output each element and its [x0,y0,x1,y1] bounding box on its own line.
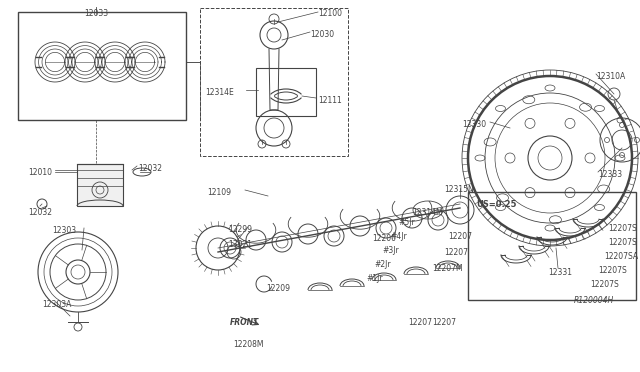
Text: 12207S: 12207S [598,266,627,275]
Text: #4Jr: #4Jr [390,232,407,241]
Text: 12207M: 12207M [432,264,463,273]
Text: 12200: 12200 [372,234,396,243]
Text: 12303A: 12303A [42,300,72,309]
Text: 12207S: 12207S [590,280,619,289]
Text: US=0.25: US=0.25 [476,200,516,209]
Text: 12207S: 12207S [608,224,637,233]
Text: 12100: 12100 [318,9,342,18]
Text: 12207: 12207 [408,318,432,327]
Text: #2Jr: #2Jr [374,260,390,269]
Text: 12030: 12030 [310,30,334,39]
Text: 12314M: 12314M [412,208,443,217]
Text: R120004H: R120004H [574,296,614,305]
Text: 12208M: 12208M [233,340,263,349]
Text: 12033: 12033 [84,9,108,18]
Text: FRONT: FRONT [230,318,259,327]
Text: #1Jr: #1Jr [366,274,383,283]
Text: 12111: 12111 [318,96,342,105]
Text: 12333: 12333 [598,170,622,179]
Bar [77,164,123,206]
Text: 12299: 12299 [228,225,252,234]
Text: 12032: 12032 [138,164,162,173]
Text: 12207SA: 12207SA [604,252,638,261]
Text: 12331: 12331 [548,268,572,277]
Text: 12207: 12207 [444,248,468,257]
Text: 12310A: 12310A [596,72,625,81]
Text: 12010: 12010 [28,168,52,177]
Text: #3Jr: #3Jr [382,246,399,255]
Text: 12209: 12209 [266,284,290,293]
Text: 12314E: 12314E [205,88,234,97]
Bar [18,12,186,120]
Text: 12207: 12207 [448,232,472,241]
Text: 12207S: 12207S [608,238,637,247]
Text: 12315N: 12315N [444,185,474,194]
Text: 12032: 12032 [28,208,52,217]
Text: 12303: 12303 [52,226,76,235]
Bar [256,68,316,116]
Bar [468,192,636,300]
Text: #5Jr: #5Jr [398,218,415,227]
Text: 13021: 13021 [228,240,252,249]
Text: 12207: 12207 [432,318,456,327]
Text: 12109: 12109 [207,188,231,197]
Bar [200,8,348,156]
Text: 12330: 12330 [462,120,486,129]
